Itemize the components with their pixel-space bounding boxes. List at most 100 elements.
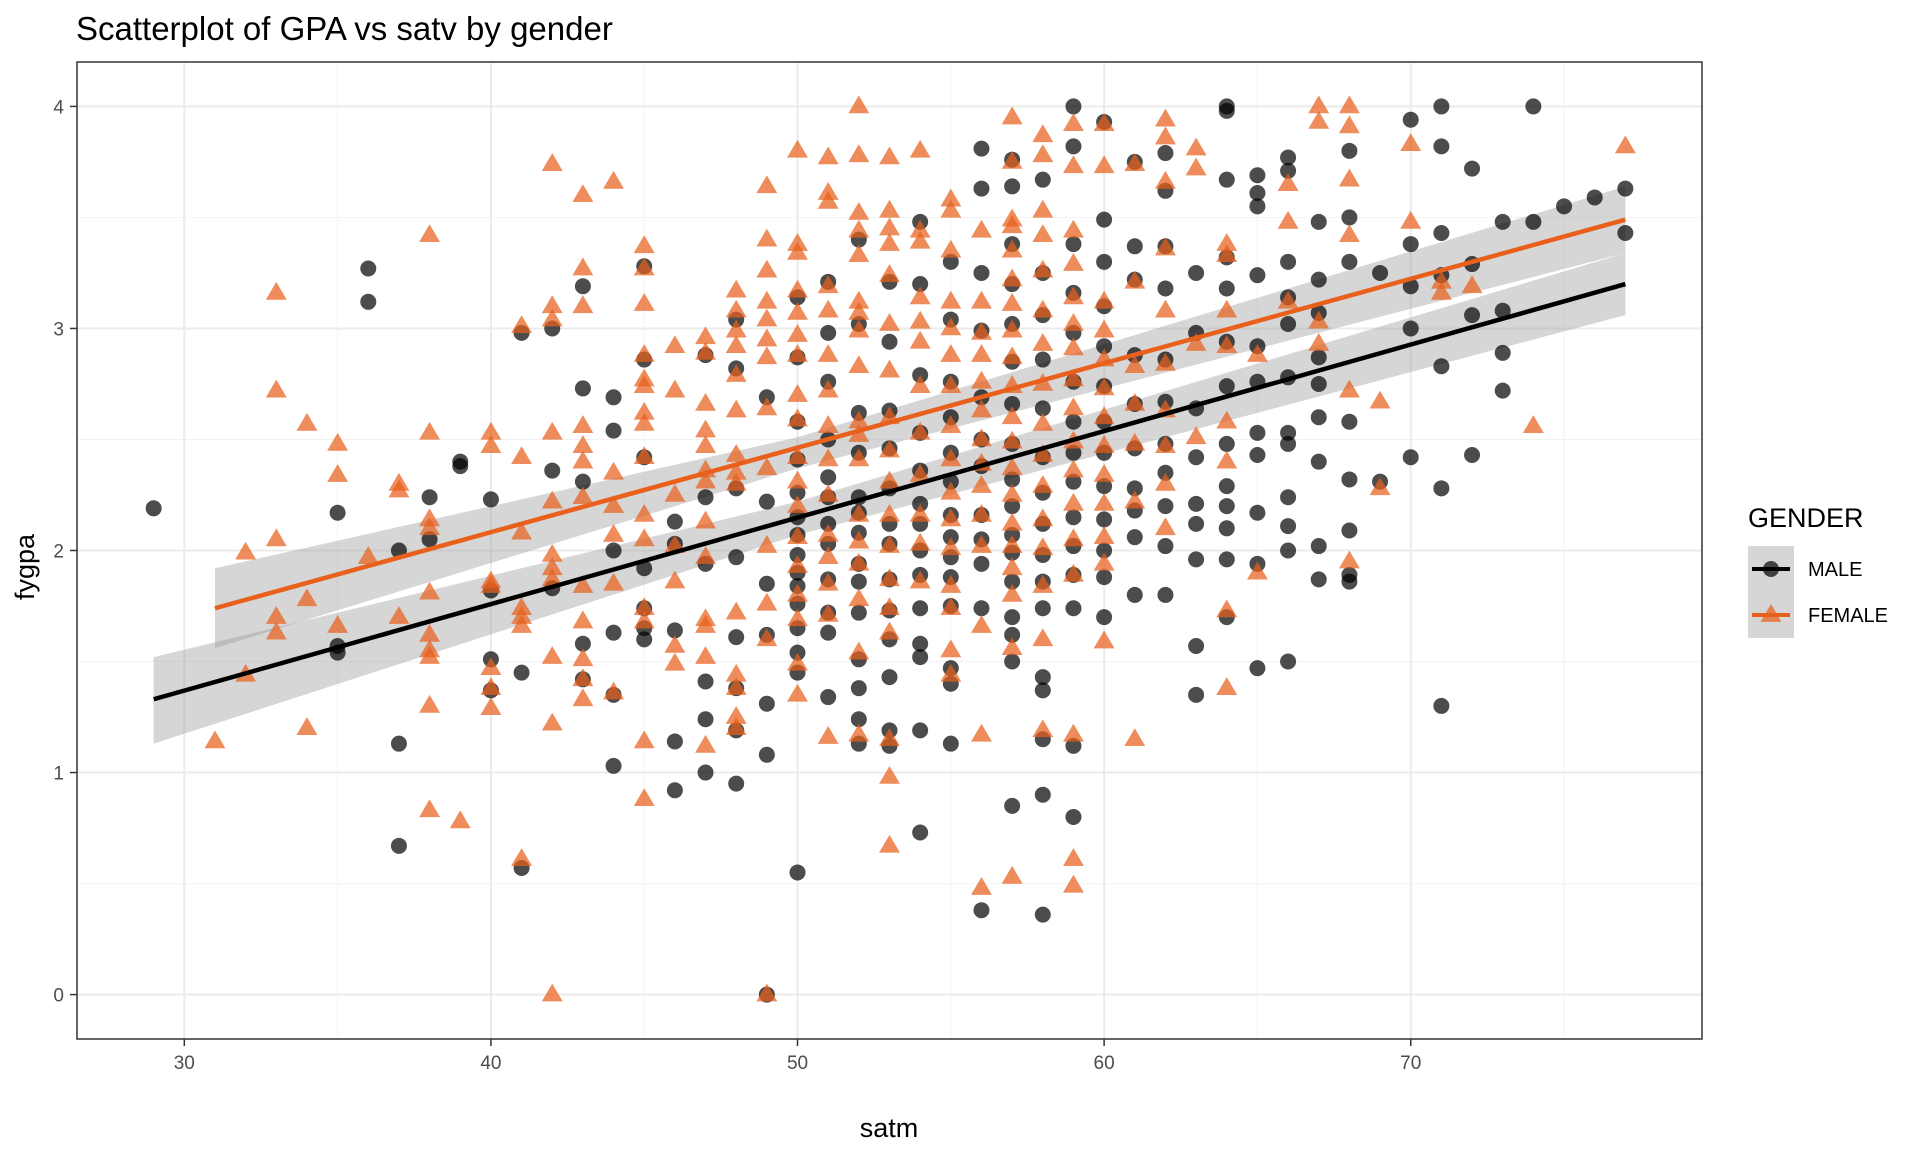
point-male	[820, 515, 837, 532]
confidence-band-female	[214, 186, 1626, 649]
point-female	[756, 346, 778, 365]
point-female	[848, 641, 870, 660]
point-female	[695, 646, 716, 664]
point-female	[725, 706, 747, 724]
point-male	[1280, 424, 1297, 441]
point-female	[879, 621, 900, 640]
point-male	[1065, 413, 1082, 430]
point-male	[1065, 444, 1082, 461]
point-female	[1522, 415, 1544, 433]
point-female	[971, 503, 992, 522]
point-male	[1310, 213, 1327, 230]
point-female	[817, 448, 839, 467]
point-female	[572, 450, 594, 469]
point-female	[787, 495, 808, 513]
point-male	[1249, 198, 1266, 215]
point-male	[452, 458, 469, 475]
point-male	[1433, 98, 1450, 115]
point-female	[633, 788, 655, 807]
point-female	[1093, 406, 1115, 425]
point-female	[971, 614, 992, 633]
point-female	[848, 219, 870, 238]
point-female	[756, 457, 778, 476]
point-female	[848, 319, 870, 338]
point-male	[1249, 185, 1266, 202]
point-female	[1032, 628, 1054, 647]
point-male	[1249, 660, 1266, 677]
point-male	[1249, 267, 1266, 284]
point-male	[1280, 162, 1297, 179]
point-male	[605, 542, 622, 559]
point-male	[789, 484, 806, 501]
point-female	[572, 257, 594, 276]
point-male	[1494, 344, 1511, 361]
point-male	[1096, 542, 1113, 559]
point-female	[1338, 224, 1360, 243]
point-female	[725, 399, 747, 418]
x-tick-label: 60	[1094, 1053, 1115, 1074]
point-female	[909, 310, 931, 329]
x-tick-label: 70	[1400, 1053, 1421, 1074]
point-male	[1096, 609, 1113, 626]
point-female	[664, 335, 686, 354]
point-female	[940, 344, 962, 362]
point-male	[912, 635, 929, 652]
point-female	[787, 446, 808, 465]
point-male	[820, 689, 837, 706]
point-female	[1154, 517, 1176, 536]
point-female	[725, 601, 747, 620]
point-female	[940, 508, 962, 527]
point-female	[725, 319, 747, 338]
point-female	[603, 170, 625, 189]
point-male	[1096, 511, 1113, 528]
point-female	[1124, 392, 1146, 411]
point-female	[940, 537, 962, 556]
point-female	[1154, 126, 1176, 145]
point-female	[725, 364, 747, 382]
point-male	[1157, 498, 1174, 515]
point-female	[1154, 237, 1176, 256]
point-male	[728, 775, 745, 792]
trend-line-female	[214, 217, 1626, 611]
x-tick-label: 50	[787, 1053, 808, 1074]
point-female	[756, 983, 778, 1002]
point-female	[1154, 299, 1176, 318]
point-female	[848, 244, 870, 262]
point-female	[633, 503, 655, 522]
point-female	[633, 344, 655, 362]
point-female	[1093, 435, 1115, 453]
x-tick-label: 30	[174, 1053, 195, 1074]
point-female	[909, 532, 931, 551]
point-female	[848, 588, 870, 607]
point-female	[940, 663, 962, 682]
point-female	[1001, 430, 1023, 449]
point-female	[1093, 113, 1115, 131]
point-male	[820, 624, 837, 641]
point-male	[1341, 413, 1358, 430]
point-female	[817, 146, 839, 165]
point-male	[1065, 473, 1082, 490]
point-female	[1154, 170, 1176, 189]
point-female	[879, 765, 900, 784]
point-male	[1556, 198, 1573, 215]
point-male	[1004, 797, 1021, 814]
point-male	[1280, 253, 1297, 270]
point-female	[541, 490, 563, 509]
point-male	[1034, 600, 1051, 617]
point-female	[603, 681, 625, 700]
point-female	[572, 486, 594, 505]
point-male	[1188, 264, 1205, 281]
point-male	[1280, 149, 1297, 166]
point-female	[879, 834, 900, 853]
point-female	[1093, 319, 1115, 338]
point-female	[296, 717, 318, 735]
legend-keys: MALE FEMALE	[1748, 546, 1888, 638]
point-male	[1218, 551, 1235, 568]
point-female	[603, 461, 625, 480]
point-female	[787, 139, 808, 158]
point-female	[541, 295, 563, 314]
point-female	[971, 399, 992, 418]
point-male	[1249, 424, 1266, 441]
point-female	[879, 597, 900, 616]
point-female	[296, 412, 318, 431]
